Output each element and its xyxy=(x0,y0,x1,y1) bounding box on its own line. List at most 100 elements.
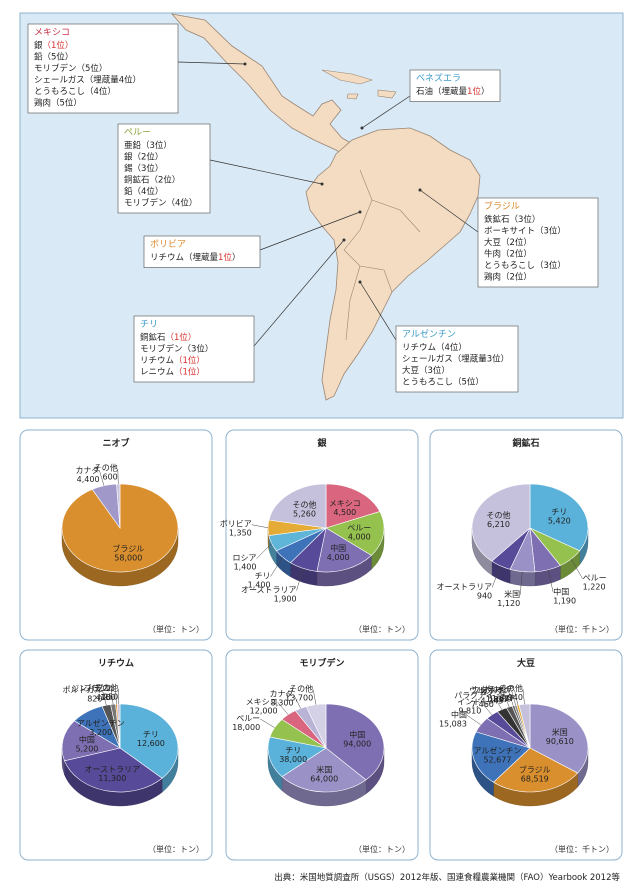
pie-label-value: 1,350 xyxy=(229,529,252,538)
callout-rank: （4位） xyxy=(436,342,467,353)
pie-label-name: アルゼンチン xyxy=(474,745,522,755)
callout-item: ボーキサイト xyxy=(484,227,535,237)
pie-side xyxy=(267,527,385,587)
pie-slice-米国 xyxy=(281,747,367,793)
pie-label-name: その他 xyxy=(289,684,313,694)
pie-label: ボリビア 1,637 xyxy=(482,685,514,703)
pie-slice-その他 xyxy=(117,703,121,749)
pie-slice-中国 xyxy=(316,527,372,573)
pie-label-name: ブラジル xyxy=(519,764,551,774)
country-borders xyxy=(343,169,421,341)
callout-leader xyxy=(209,159,323,185)
callout-item: リチウム xyxy=(402,343,436,353)
callout-line: 鶏肉（2位） xyxy=(484,272,532,283)
callout-rank: （3位） xyxy=(510,214,541,225)
pie-slice-その他 xyxy=(471,483,531,562)
pie-leader xyxy=(522,688,525,705)
pie-label: その他 250 xyxy=(94,683,118,702)
pie-label-value: 1,400 xyxy=(234,563,257,572)
pie-label-value: 52,677 xyxy=(483,755,511,764)
pie-label-value: 1,120 xyxy=(497,599,520,608)
pie-label: ジンバブエ 470 xyxy=(71,683,111,702)
callout-rank: （3位） xyxy=(535,260,566,271)
pie-leader xyxy=(277,702,289,715)
callout-title: ペルー xyxy=(124,128,151,138)
callout-rank: （埋蔵量 xyxy=(184,252,219,263)
callout-rank: （3位） xyxy=(141,140,172,151)
pie-label: 中国 94,000 xyxy=(343,730,371,749)
callout-line: 錫（3位） xyxy=(124,163,163,174)
pie-unit: （単位：トン） xyxy=(354,624,410,634)
pie-leader xyxy=(547,569,554,593)
pie-label-name: ペルー xyxy=(236,714,260,723)
pie-label: 米国 90,610 xyxy=(546,727,574,746)
callout-item: 鶏肉 xyxy=(484,272,501,283)
pie-label-value: 18,000 xyxy=(232,723,260,732)
pie-label-name: ロシア xyxy=(232,554,256,563)
callout-box xyxy=(133,315,255,383)
pie-label: アルゼンチン 3,200 xyxy=(77,718,125,737)
pie-slice-その他 xyxy=(518,703,531,749)
pie-label: ポルトガル 820 xyxy=(62,684,102,703)
pie-slice-ペルー xyxy=(325,511,385,556)
pie-slice-その他 xyxy=(268,483,327,529)
callout-line: 牛肉（2位） xyxy=(484,249,532,260)
pie-label-value: 4,000 xyxy=(348,533,371,542)
pie-leader xyxy=(256,543,272,559)
latin-america-map xyxy=(170,13,481,401)
callout-line: リチウム（4位） xyxy=(402,342,467,353)
pie-label-value: 64,000 xyxy=(310,774,338,783)
pie-label: メキシコ 12,000 xyxy=(246,697,278,715)
pie-label: オーストラリア 1,900 xyxy=(241,586,297,604)
callout-leader xyxy=(259,211,361,251)
pie-label-value: 1,900 xyxy=(274,595,297,604)
callout-mexico: メキシコ銀（1位）鉛（5位）モリブデン（5位）シェールガス（埋蔵量4位）とうもろ… xyxy=(27,23,247,114)
pie-leader xyxy=(514,689,519,706)
callout-item: モリブデン xyxy=(140,344,183,355)
pie-label-name: ブラジル xyxy=(112,544,144,554)
pie-label-name: チリ xyxy=(285,746,301,755)
callout-rank: （埋蔵量4位） xyxy=(85,75,141,86)
callout-rank: （5位） xyxy=(43,52,74,63)
callout-dot xyxy=(418,188,422,192)
callout-rank: （4位） xyxy=(85,86,116,97)
pie-label-value: 90,610 xyxy=(546,737,574,746)
callout-dot xyxy=(243,62,247,66)
pie-label-name: オーストラリア xyxy=(437,582,493,591)
callout-rank: （2位） xyxy=(501,249,532,260)
callout-line: 銀（2位） xyxy=(124,152,163,163)
pie-label-name: カナダ xyxy=(479,686,503,696)
pie-label-value: 11,300 xyxy=(98,774,126,783)
pie-label-value: 4,345 xyxy=(481,696,504,705)
pie-label-value: 12,000 xyxy=(250,706,278,715)
pie-label-name: メキシコ xyxy=(246,697,278,706)
callout-rank: （5位） xyxy=(453,377,484,388)
pie-slice-米国 xyxy=(529,703,589,774)
pie-label-name: その他 xyxy=(499,683,523,693)
pie-label-name: チリ xyxy=(143,730,159,739)
callout-item: 大豆 xyxy=(484,237,501,248)
pie-label-value: 1,817 xyxy=(486,695,509,704)
pie-label-name: 米国 xyxy=(504,589,520,599)
pie-unit: （単位：千トン） xyxy=(550,624,614,634)
pie-label-name: 中国 xyxy=(79,734,95,744)
pie-label: 中国 1,190 xyxy=(553,586,576,605)
callout-rank: （2位） xyxy=(501,272,532,283)
pie-label-name: メキシコ xyxy=(329,499,361,508)
pie-slice-オーストラリア xyxy=(64,747,163,793)
callout-line: 鉛（4位） xyxy=(124,186,163,197)
pie-label: ペルー 4,000 xyxy=(347,524,371,542)
callout-line: シェールガス（埋蔵量3位） xyxy=(402,354,509,365)
pie-unit: （単位：トン） xyxy=(354,844,410,854)
pie-label-value: 8,300 xyxy=(271,698,294,707)
pie-label: ロシア 1,400 xyxy=(232,554,256,572)
callout-item: 亜鉛 xyxy=(124,140,142,151)
pie-slice-中国 xyxy=(61,720,121,762)
callout-dot xyxy=(342,238,346,242)
callout-rank: （1位） xyxy=(166,332,197,343)
pie-label-value: 1,680 xyxy=(489,694,512,703)
